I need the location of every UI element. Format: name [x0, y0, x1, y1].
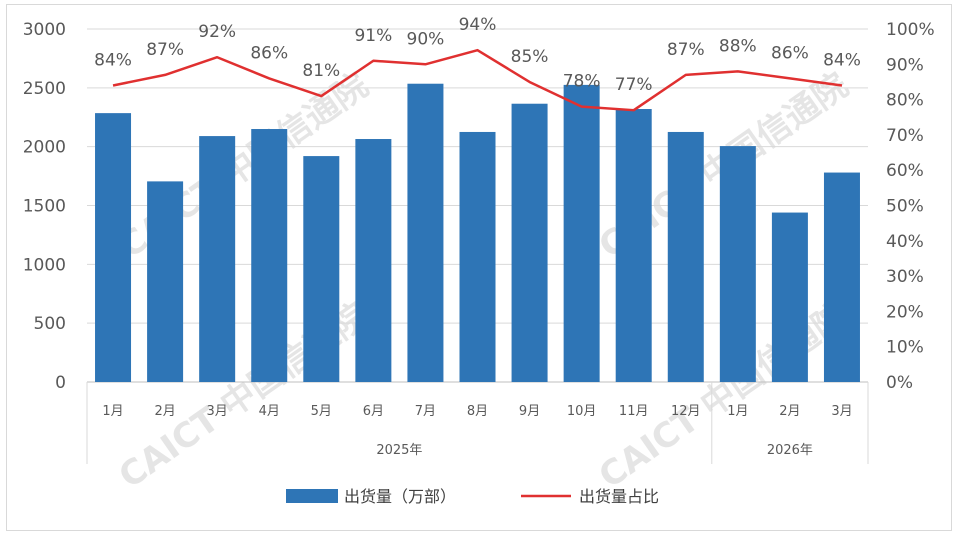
right-tick-label: 10% [886, 338, 924, 358]
data-label-10: 78% [563, 72, 601, 92]
x-tick-label: 6月 [363, 404, 384, 419]
year-group-label: 2025年 [376, 443, 422, 458]
data-label-2: 87% [146, 40, 184, 60]
right-tick-label: 90% [886, 55, 924, 75]
right-tick-label: 70% [886, 126, 924, 146]
right-tick-label: 80% [886, 91, 924, 111]
bar-8 [459, 131, 496, 382]
legend-swatch-bar [286, 489, 338, 503]
left-tick-label: 2000 [23, 138, 66, 158]
data-label-3: 92% [198, 22, 236, 42]
x-tick-label: 8月 [467, 404, 488, 419]
legend-label-bar: 出货量（万部） [344, 487, 456, 506]
right-tick-label: 0% [886, 373, 913, 393]
left-tick-label: 3000 [23, 20, 66, 40]
x-tick-label: 9月 [519, 404, 540, 419]
left-tick-label: 1000 [23, 255, 66, 275]
left-tick-label: 500 [34, 314, 66, 334]
right-tick-label: 100% [886, 20, 935, 40]
x-tick-label: 2月 [154, 404, 175, 419]
bar-5 [303, 156, 340, 382]
x-tick-label: 2月 [779, 404, 800, 419]
left-tick-label: 2500 [23, 79, 66, 99]
bar-2 [147, 181, 184, 382]
right-tick-label: 30% [886, 267, 924, 287]
right-tick-label: 50% [886, 197, 924, 217]
bar-7 [407, 83, 444, 382]
data-label-15: 84% [823, 50, 861, 70]
bar-1 [95, 113, 132, 383]
year-group-label: 2026年 [767, 443, 813, 458]
x-tick-label: 1月 [102, 404, 123, 419]
right-tick-label: 40% [886, 232, 924, 252]
bar-11 [615, 109, 652, 382]
bar-3 [199, 136, 236, 382]
bar-6 [355, 139, 392, 382]
bar-14 [771, 212, 808, 382]
x-tick-label: 1月 [727, 404, 748, 419]
bar-series [95, 83, 860, 383]
data-label-7: 90% [407, 29, 445, 49]
x-tick-label: 3月 [831, 404, 852, 419]
data-label-9: 85% [511, 47, 549, 67]
bar-15 [823, 172, 860, 382]
data-label-1: 84% [94, 50, 132, 70]
x-tick-label: 10月 [567, 404, 597, 419]
x-tick-label: 5月 [311, 404, 332, 419]
bar-4 [251, 129, 288, 382]
right-tick-label: 60% [886, 161, 924, 181]
data-label-13: 88% [719, 36, 757, 56]
data-label-11: 77% [615, 75, 653, 95]
data-label-6: 91% [354, 26, 392, 46]
legend: 出货量（万部） 出货量占比 [286, 487, 659, 506]
x-tick-label: 3月 [207, 404, 228, 419]
right-tick-label: 20% [886, 302, 924, 322]
x-tick-label: 4月 [259, 404, 280, 419]
bar-9 [511, 103, 548, 383]
line-series [112, 48, 843, 112]
left-tick-label: 0 [55, 373, 66, 393]
bar-10 [563, 84, 600, 383]
line-data-labels: 84% 87% 92% 86% 81% 91% 90% 94% 85% 78% 77% 87% 88% 8… [94, 15, 861, 95]
data-label-14: 86% [771, 43, 809, 63]
x-axis: 1月 2月 3月 4月 5月 6月 7月 8月 9月 10月 11月 12月 1月 2月 3月 2025年 20… [86, 382, 869, 464]
data-label-12: 87% [667, 40, 705, 60]
left-tick-label: 1500 [23, 197, 66, 217]
data-label-5: 81% [302, 61, 340, 81]
data-label-8: 94% [459, 15, 497, 35]
data-label-4: 86% [250, 43, 288, 63]
legend-label-line: 出货量占比 [579, 487, 659, 506]
x-tick-label: 12月 [671, 404, 701, 419]
bar-13 [719, 146, 756, 382]
bar-12 [667, 131, 704, 382]
x-tick-label: 11月 [619, 404, 649, 419]
x-tick-label: 7月 [415, 404, 436, 419]
left-axis: 0 500 1000 1500 2000 2500 3000 [23, 20, 66, 393]
share-line [112, 48, 843, 112]
right-axis: 0% 10% 20% 30% 40% 50% 60% 70% 80% 90% 100% [886, 20, 935, 393]
